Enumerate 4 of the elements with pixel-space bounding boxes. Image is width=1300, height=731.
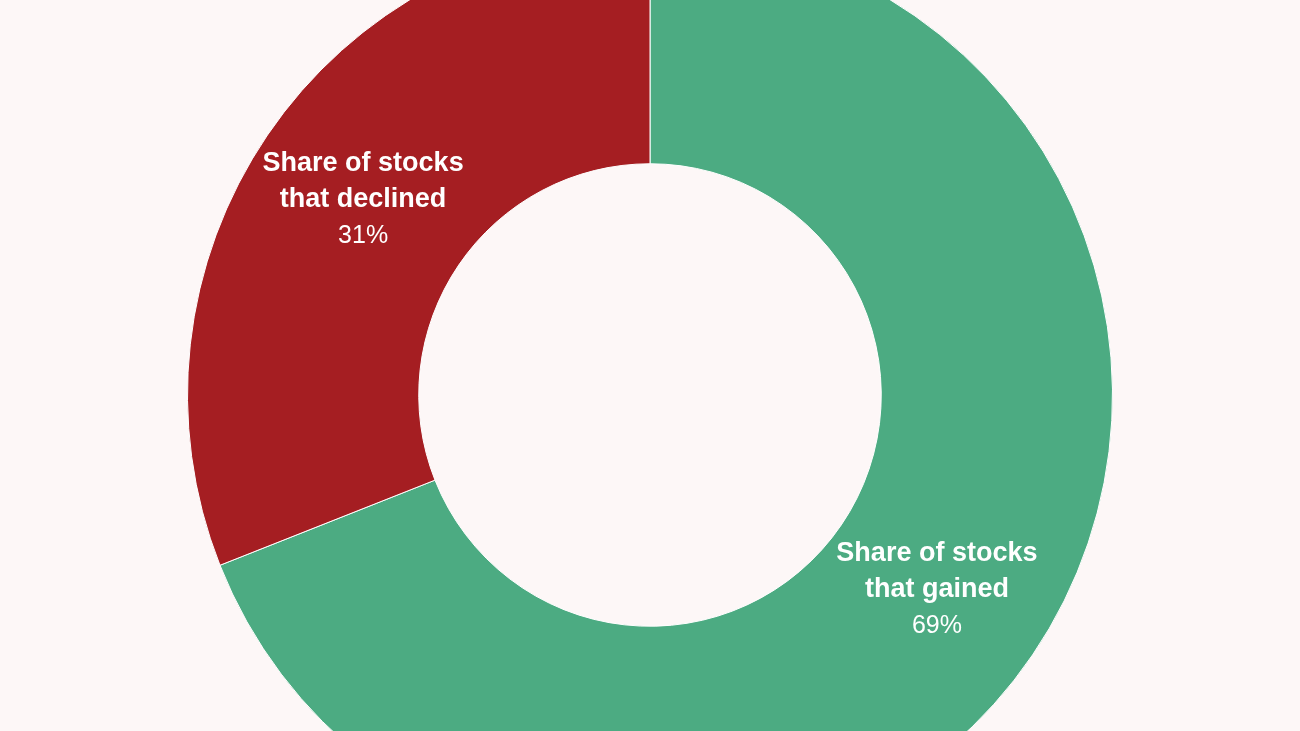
- slice-label: Share of stocks that declined: [262, 147, 464, 214]
- slice-label: Share of stocks that gained: [836, 537, 1038, 604]
- data-label: 31%: [338, 219, 389, 248]
- data-label: 69%: [911, 609, 962, 638]
